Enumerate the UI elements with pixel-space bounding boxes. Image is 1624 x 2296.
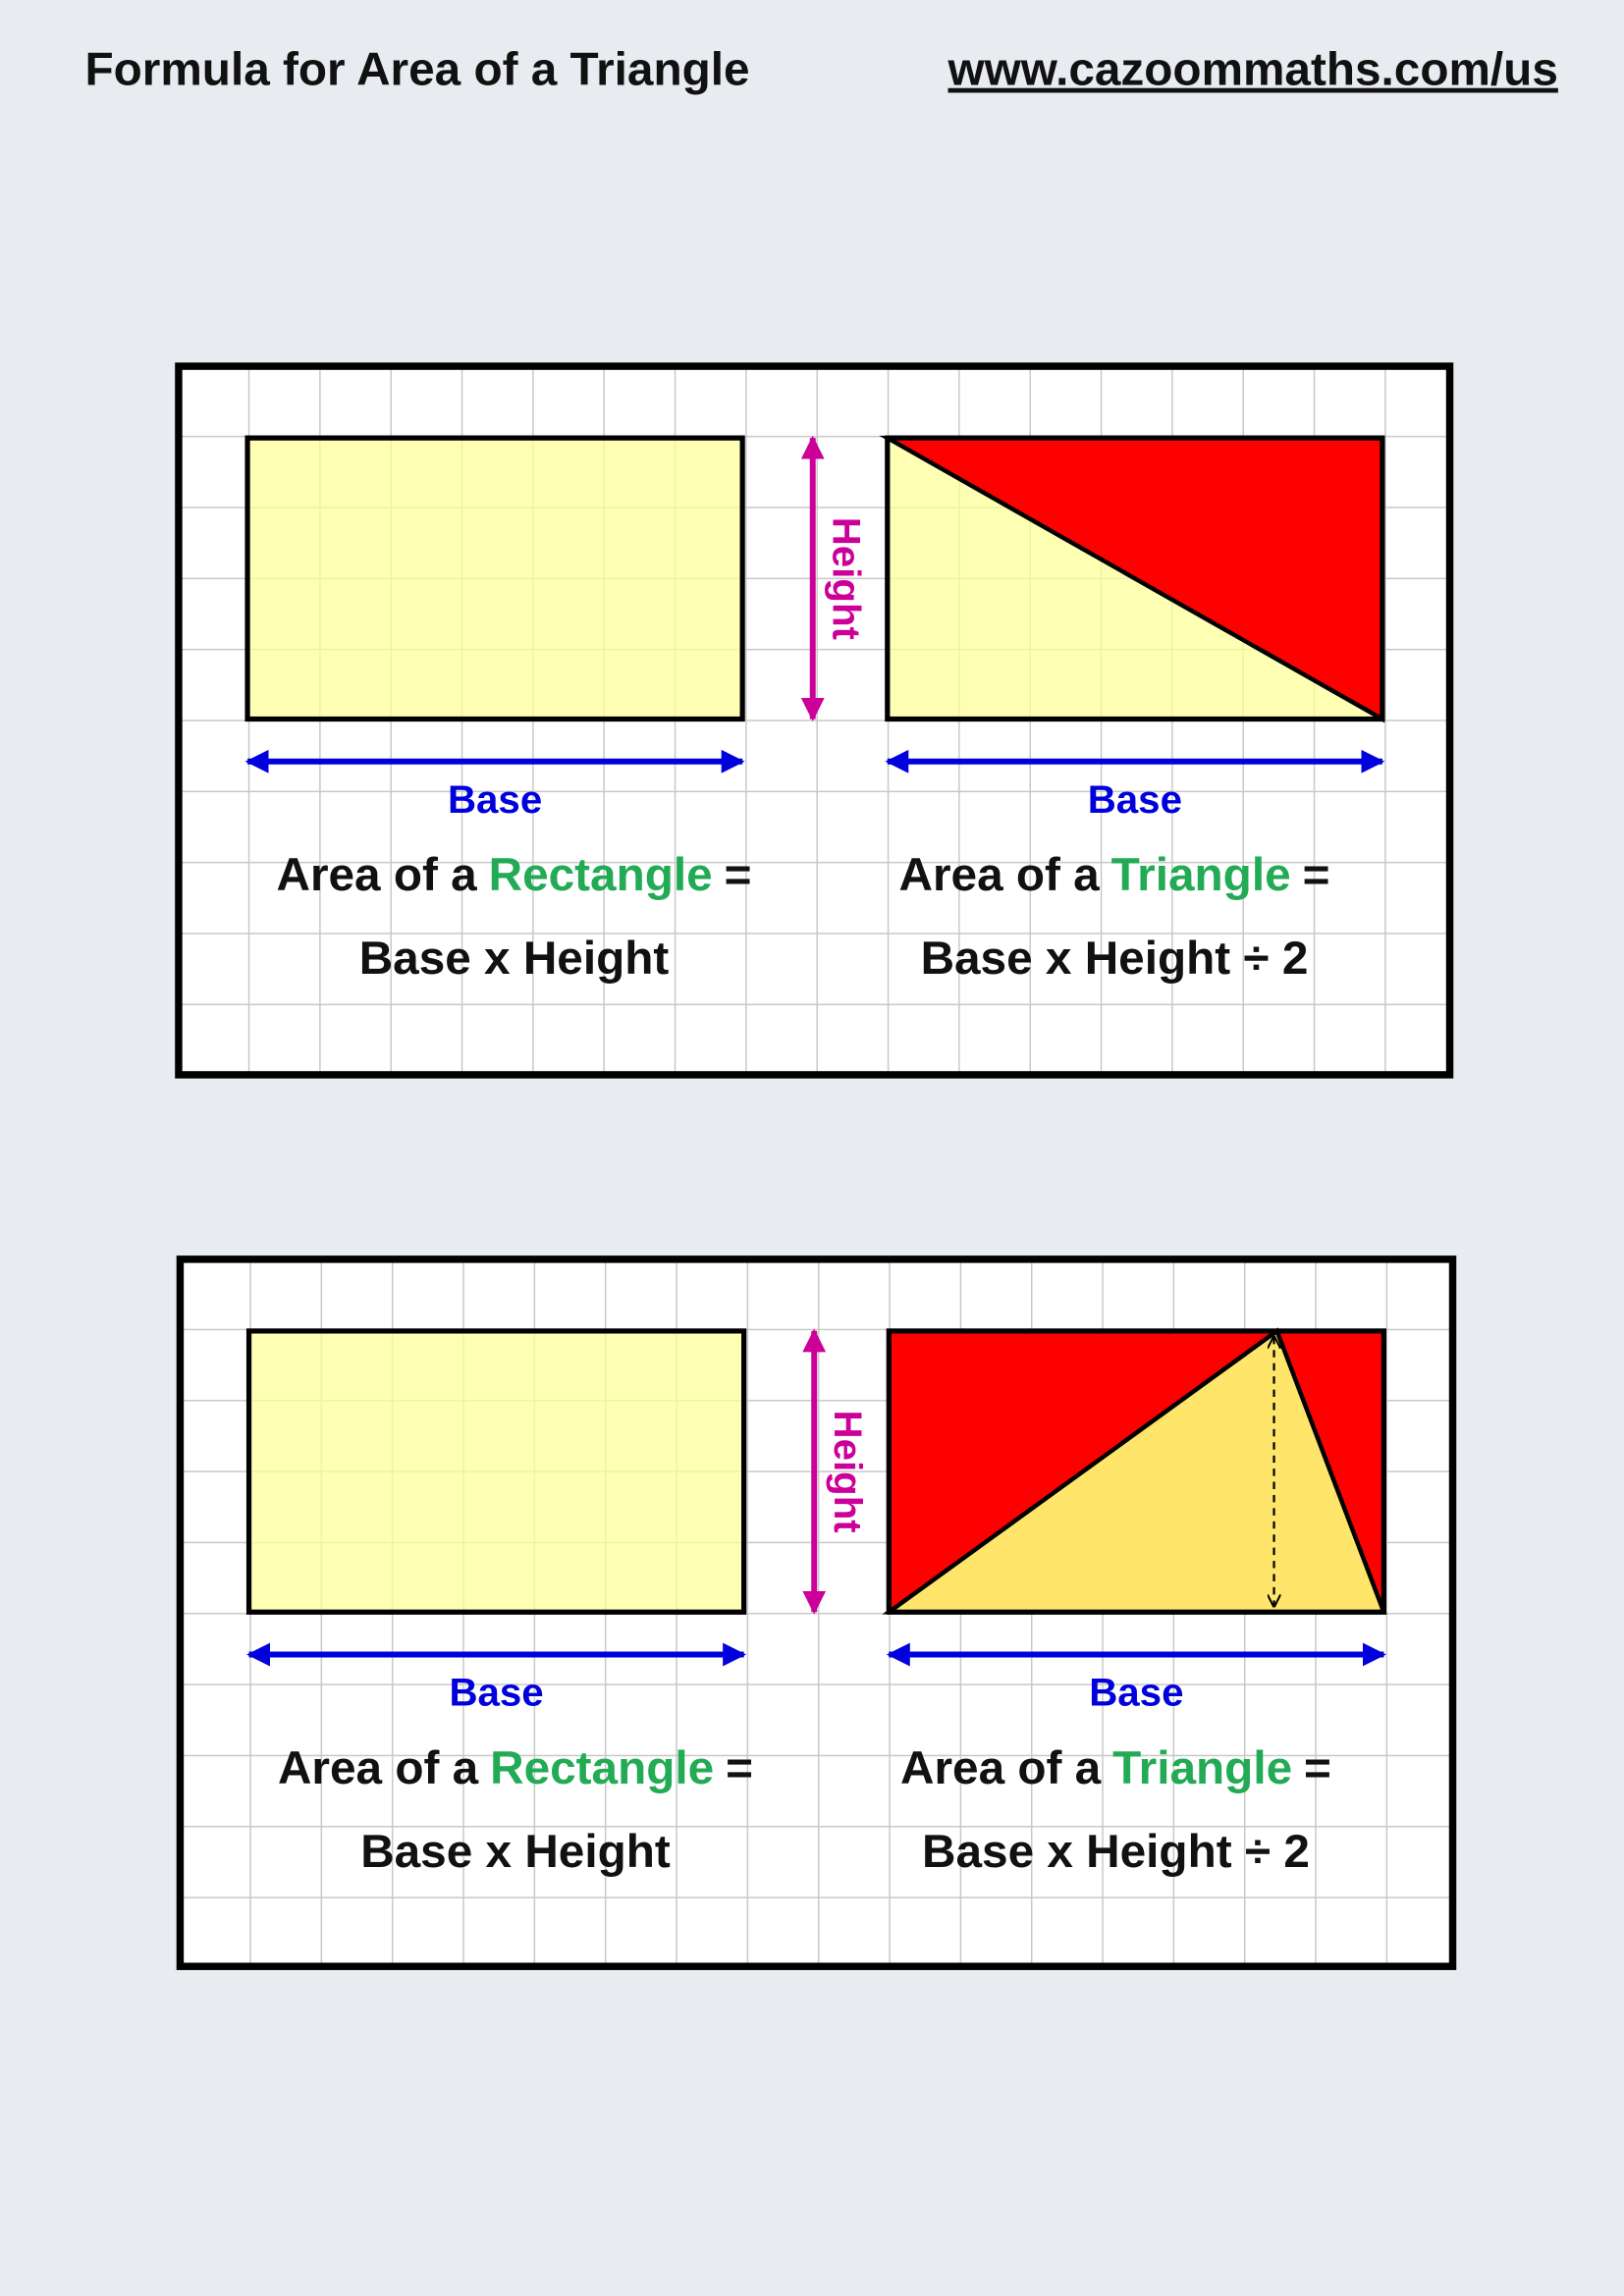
base-label: Base bbox=[448, 777, 542, 822]
formula-line2: Base x Height ÷ 2 bbox=[921, 933, 1309, 985]
height-label: Height bbox=[825, 517, 869, 640]
triangle-outline bbox=[886, 1328, 1387, 1615]
height-label: Height bbox=[826, 1410, 870, 1532]
formula-line1: Area of a Triangle = bbox=[899, 849, 1330, 901]
formula-part: = bbox=[725, 849, 752, 901]
formula-line2: Base x Height bbox=[360, 1826, 671, 1878]
panel-border bbox=[176, 1255, 1457, 1970]
triangle-outline bbox=[885, 435, 1385, 722]
formula-part: Triangle bbox=[1111, 849, 1291, 901]
formula-part: Area of a bbox=[899, 849, 1101, 901]
formula-line1: Area of a Rectangle = bbox=[276, 849, 751, 901]
url[interactable]: www.cazoommaths.com/us bbox=[947, 44, 1558, 96]
formula-line2: Base x Height bbox=[359, 933, 670, 985]
formula-part: Area of a bbox=[276, 849, 477, 901]
formula-part: Area of a bbox=[900, 1742, 1102, 1794]
formula-part: = bbox=[1304, 1742, 1331, 1794]
formula-part: Rectangle bbox=[489, 849, 713, 901]
title: Formula for Area of a Triangle bbox=[85, 44, 750, 96]
rectangle-shape bbox=[244, 435, 745, 722]
base-label: Base bbox=[1089, 1671, 1183, 1715]
formula-line1: Area of a Triangle = bbox=[900, 1742, 1331, 1794]
formula-line1: Area of a Rectangle = bbox=[278, 1742, 753, 1794]
base-label: Base bbox=[1088, 777, 1182, 822]
formula-part: = bbox=[726, 1742, 753, 1794]
rectangle-shape bbox=[245, 1328, 747, 1615]
base-label: Base bbox=[449, 1671, 543, 1715]
formula-part: = bbox=[1303, 849, 1330, 901]
formula-part: Area of a bbox=[278, 1742, 479, 1794]
formula-part: Triangle bbox=[1112, 1742, 1292, 1794]
panel-border bbox=[175, 362, 1454, 1079]
formula-line2: Base x Height ÷ 2 bbox=[922, 1826, 1310, 1878]
formula-part: Rectangle bbox=[490, 1742, 714, 1794]
